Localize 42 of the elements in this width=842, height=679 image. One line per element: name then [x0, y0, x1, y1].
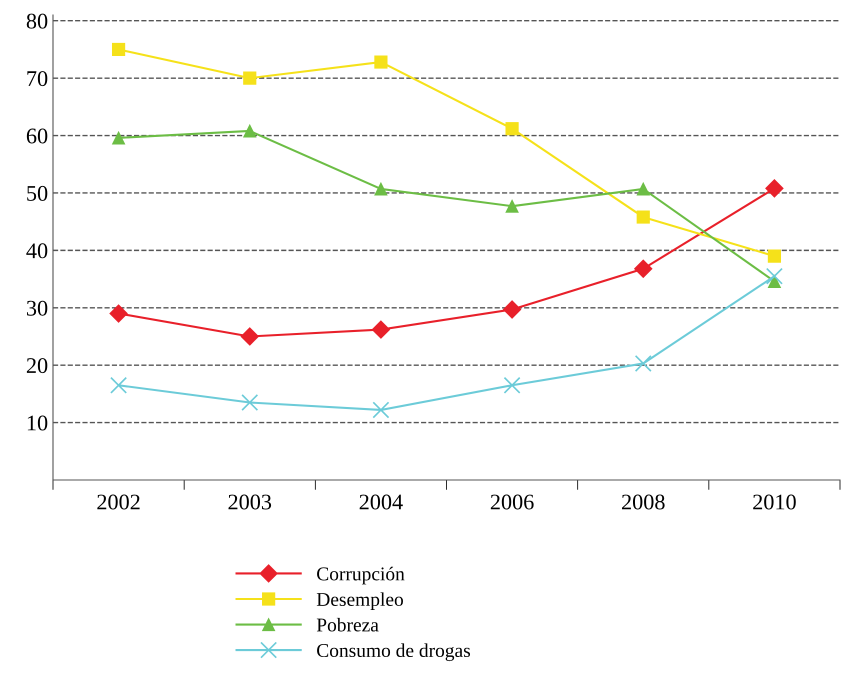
x-tick-label: 2004 — [360, 494, 403, 510]
x-tick-label: 2008 — [622, 494, 665, 510]
point — [240, 327, 259, 346]
point — [502, 300, 522, 319]
point — [112, 42, 126, 56]
legend-label: Pobreza — [316, 618, 379, 632]
point — [112, 131, 126, 144]
y-tick-label: 80 — [26, 14, 48, 29]
point — [372, 320, 390, 339]
y-tick-label: 40 — [26, 243, 48, 258]
legend-label: Desempleo — [316, 592, 403, 610]
point — [634, 354, 652, 372]
x-tick-label: 2010 — [753, 494, 796, 510]
legend-label: Consumo de drogas — [317, 643, 470, 662]
x-tick-label: 2006 — [490, 494, 534, 510]
point — [505, 122, 519, 136]
point — [241, 394, 258, 411]
point — [766, 268, 783, 285]
point — [110, 376, 128, 394]
point — [768, 274, 782, 288]
x-tick-label: 2002 — [97, 494, 140, 510]
y-tick-label: 30 — [26, 300, 48, 316]
y-tick-label: 60 — [26, 128, 48, 144]
point — [243, 124, 256, 138]
y-tick-label: 50 — [27, 186, 48, 201]
legend-label: Corrupción — [317, 566, 405, 584]
x-tick-label: 2003 — [228, 494, 272, 510]
point — [765, 179, 784, 198]
y-tick-label: 20 — [26, 358, 48, 374]
point — [374, 182, 388, 196]
point — [504, 376, 521, 394]
point — [109, 304, 128, 323]
point — [768, 250, 782, 263]
y-tick-label: 70 — [27, 71, 48, 86]
point — [374, 55, 388, 69]
point — [372, 401, 390, 418]
point — [505, 200, 519, 213]
point — [243, 72, 256, 85]
point — [636, 182, 650, 196]
y-tick-label: 10 — [28, 416, 48, 431]
point — [636, 210, 650, 224]
point — [634, 260, 652, 278]
